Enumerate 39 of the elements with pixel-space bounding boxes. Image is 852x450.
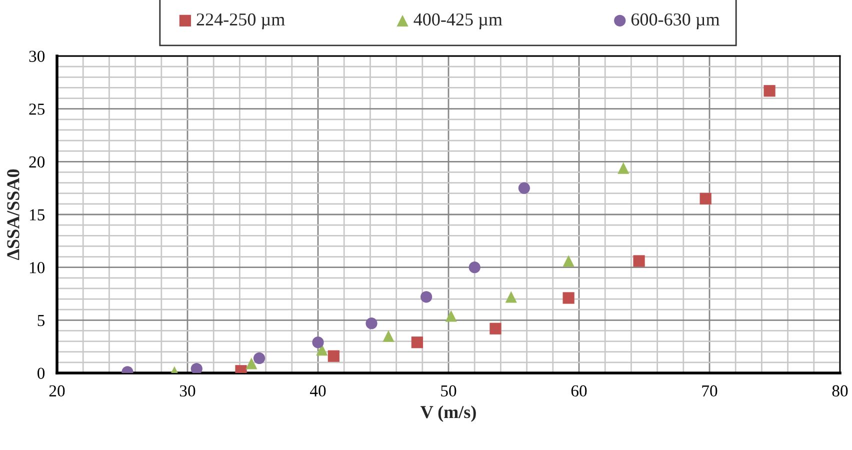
x-axis-title: V (m/s) [420,405,476,422]
point [246,358,258,370]
y-tick-label: 10 [30,262,45,274]
point [505,291,517,303]
point [366,318,378,330]
y-tick-label: 15 [30,209,45,220]
x-tick-label: 40 [310,385,326,397]
point [420,291,432,303]
y-tick-label: 25 [29,104,45,115]
y-tick-label: 20 [29,156,45,168]
x-tick-label: 50 [441,385,456,397]
point [312,336,324,348]
y-tick-label: 0 [37,368,45,379]
point [562,255,574,267]
point [411,336,423,348]
x-tick-label: 60 [571,385,587,397]
y-axis-title: ΔSSA/SSA0 [7,169,20,260]
point [633,255,645,267]
point [445,310,457,322]
point [518,182,530,194]
point [190,362,202,373]
point [382,330,394,342]
y-tick-label: 5 [38,315,45,326]
point [618,162,630,174]
point [764,85,776,97]
point [562,292,574,304]
x-tick-label: 30 [180,385,196,397]
legend-label: 224-250 µm [196,13,285,30]
point [328,350,340,362]
x-tick-label: 80 [832,385,848,397]
x-tick-label: 70 [702,385,718,397]
point [468,262,480,274]
point [490,322,502,334]
y-tick-label: 30 [29,50,45,62]
point [700,192,712,204]
legend-label: 400-425 µm [414,13,502,30]
point [253,352,266,364]
legend-label: 600-630 µm [631,13,720,30]
x-tick-label: 20 [49,385,65,397]
